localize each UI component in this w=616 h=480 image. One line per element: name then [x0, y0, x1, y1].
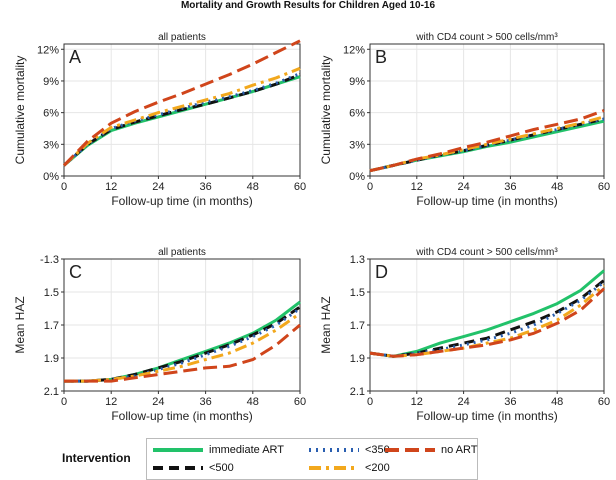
panel-subtitle: all patients [158, 32, 206, 43]
y-tick-label: 6% [349, 108, 365, 120]
x-tick-label: 24 [457, 181, 469, 193]
series-line-noart [369, 109, 605, 173]
series-line-noart [369, 287, 606, 358]
x-tick-label: 48 [247, 396, 259, 408]
legend-label: <500 [209, 462, 234, 474]
y-tick-label: 1.5 [350, 287, 365, 299]
y-tick-label: 12% [37, 44, 59, 56]
figure-title: Mortality and Growth Results for Childre… [180, 0, 436, 11]
series-line-lt200 [62, 66, 301, 167]
x-tick-label: 60 [294, 181, 306, 193]
y-tick-label: 12% [343, 44, 365, 56]
x-tick-label: 36 [199, 396, 211, 408]
series-line-noart [62, 39, 301, 167]
y-tick-label: 0% [43, 171, 59, 183]
x-tick-label: 60 [598, 181, 610, 193]
y-tick-label: 1.7 [350, 320, 365, 332]
legend-box: immediate ART <500 <350 <200 no ART [146, 438, 478, 480]
plot-area [369, 43, 605, 177]
series-line-lt350 [64, 307, 301, 383]
legend-swatch [385, 448, 435, 452]
y-tick-label: 3% [43, 139, 59, 151]
x-tick-label: 60 [598, 396, 610, 408]
x-axis-label: Follow-up time (in months) [111, 409, 252, 423]
x-tick-label: 0 [367, 396, 373, 408]
x-tick-label: 12 [105, 181, 117, 193]
legend-swatch [153, 448, 203, 452]
x-tick-label: 48 [551, 396, 563, 408]
panel-A: all patients 0 12 24 36 48 60 0% 3% 6% 9% 12% A Follo… [13, 32, 306, 208]
series-line-lt500 [64, 305, 301, 383]
x-tick-label: 12 [105, 396, 117, 408]
panel-B: with CD4 count > 500 cells/mm³ 0 12 24 36 48 6… [319, 32, 610, 208]
x-tick-label: 48 [247, 181, 259, 193]
y-tick-label: 2.1 [44, 386, 59, 398]
x-tick-label: 12 [411, 396, 423, 408]
y-tick-label: 6% [43, 108, 59, 120]
panel-letter: C [69, 262, 82, 282]
y-tick-label: 1.9 [44, 353, 59, 365]
legend-label: <350 [365, 444, 390, 456]
legend-label: <200 [365, 462, 390, 474]
y-tick-label: 1.9 [350, 353, 365, 365]
x-tick-label: 24 [457, 396, 469, 408]
x-axis-label: Follow-up time (in months) [416, 409, 557, 423]
legend-swatch [309, 466, 359, 470]
x-tick-label: 60 [294, 396, 306, 408]
y-tick-label: 9% [43, 76, 59, 88]
y-tick-label: 1.5 [44, 287, 59, 299]
plot-border [63, 43, 301, 177]
x-axis-label: Follow-up time (in months) [416, 194, 557, 208]
y-tick-label: 9% [349, 76, 365, 88]
legend-label: immediate ART [209, 444, 284, 456]
y-tick-label: 1.3 [350, 254, 365, 266]
panel-letter: B [375, 47, 387, 67]
x-axis-label: Follow-up time (in months) [111, 194, 252, 208]
y-tick-label: 3% [349, 139, 365, 151]
figure-canvas: all patients 0 12 24 36 48 60 0% 3% 6% 9% 12% A Follo… [13, 32, 610, 423]
y-axis-label: Mean HAZ [319, 296, 333, 353]
series-line-lt500 [369, 279, 605, 358]
series-line-lt200 [64, 312, 301, 383]
y-axis-label: Mean HAZ [13, 296, 27, 353]
series-line-lt200 [369, 284, 605, 358]
x-tick-label: 36 [504, 181, 516, 193]
y-tick-label: 2.1 [350, 386, 365, 398]
x-tick-label: 0 [61, 181, 67, 193]
panel-subtitle: all patients [158, 247, 206, 258]
legend: Intervention immediate ART <500 <350 <200 no… [62, 436, 612, 480]
y-axis-label: Cumulative mortality [13, 56, 27, 165]
y-axis-label: Cumulative mortality [319, 56, 333, 165]
panel-C: all patients 0 12 24 36 48 60 2.1 1.9 1.7 1.5 -1.3 C… [13, 247, 306, 423]
plot-border [369, 258, 605, 392]
legend-swatch [153, 466, 203, 470]
y-tick-label: 0% [349, 171, 365, 183]
legend-title: Intervention [62, 451, 131, 465]
panel-subtitle: with CD4 count > 500 cells/mm³ [415, 32, 558, 43]
panel-subtitle: with CD4 count > 500 cells/mm³ [415, 247, 558, 258]
y-tick-label: 1.7 [44, 320, 59, 332]
x-tick-label: 36 [199, 181, 211, 193]
panel-letter: D [375, 262, 388, 282]
legend-label: no ART [441, 444, 478, 456]
x-tick-label: 0 [61, 396, 67, 408]
x-tick-label: 24 [152, 396, 164, 408]
panel-D: with CD4 count > 500 cells/mm³ 0 12 24 36 48 6… [319, 247, 610, 423]
series-line-lt200 [369, 115, 605, 173]
x-tick-label: 48 [551, 181, 563, 193]
panel-letter: A [69, 47, 81, 67]
legend-swatch [309, 448, 359, 452]
y-tick-label: -1.3 [40, 254, 59, 266]
plot-border [369, 43, 605, 177]
x-tick-label: 0 [367, 181, 373, 193]
x-tick-label: 36 [504, 396, 516, 408]
x-tick-label: 12 [411, 181, 423, 193]
x-tick-label: 24 [152, 181, 164, 193]
